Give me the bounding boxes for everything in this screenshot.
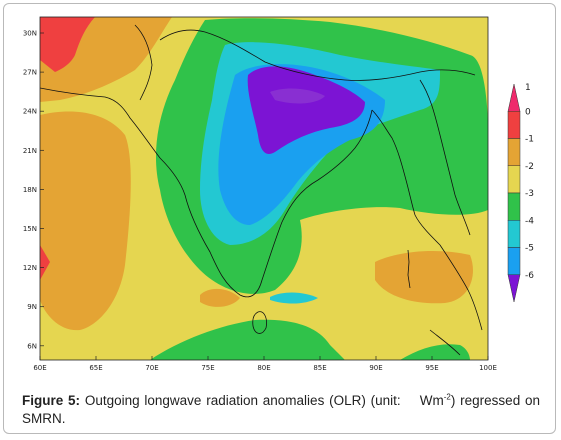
- contour-neg3-south: [150, 319, 345, 360]
- lon-tick-label: 75E: [201, 364, 214, 372]
- contour-neg6: [247, 66, 365, 155]
- colorbar-tick-label: -3: [525, 189, 534, 199]
- colorbar-segment: [507, 247, 521, 275]
- colorbar-tick-label: 1: [525, 83, 531, 93]
- lat-tick-label: 9N: [27, 303, 37, 311]
- contour-zero-west-edge: [40, 245, 50, 280]
- lat-tick-label: 18N: [23, 186, 37, 194]
- northern-border: [159, 29, 476, 81]
- caption-unit: Wm: [419, 393, 444, 408]
- lon-tick-label: 60E: [33, 364, 46, 372]
- lon-tick-label: 65E: [89, 364, 102, 372]
- lon-tick-label: 95E: [425, 364, 438, 372]
- contour-neg1-west: [40, 111, 131, 331]
- lat-tick-label: 30N: [23, 30, 37, 38]
- colorbar-tick-label: -1: [525, 135, 534, 145]
- contour-neg7-core: [270, 88, 325, 104]
- colorbar-top-triangle: [507, 83, 521, 112]
- longitude-axis: 60E 65E 70E 75E 80E 85E 90E 95E 100E: [33, 356, 497, 372]
- map-plot-area: [40, 17, 488, 360]
- sri-lanka: [252, 311, 267, 334]
- lon-tick-label: 80E: [257, 364, 270, 372]
- contour-neg1-small: [200, 288, 240, 307]
- contour-zero-northwest: [40, 17, 95, 72]
- lat-tick-label: 24N: [23, 108, 37, 116]
- caption-text: Outgoing longwave radiation anomalies (O…: [84, 393, 401, 408]
- colorbar-tick-label: -5: [525, 244, 534, 254]
- lat-tick-label: 27N: [23, 69, 37, 77]
- colorbar-bottom-triangle: [507, 274, 521, 303]
- colorbar-tick-label: 0: [525, 107, 531, 117]
- colorbar-segment: [507, 192, 521, 221]
- latitude-axis: 30N 27N 24N 21N 18N 15N 12N 9N 6N: [23, 30, 44, 350]
- colorbar: 1 0 -1 -2 -3 -4 -5 -6: [507, 83, 534, 303]
- lon-tick-label: 85E: [313, 364, 326, 372]
- lat-tick-label: 15N: [23, 225, 37, 233]
- lat-tick-label: 21N: [23, 147, 37, 155]
- lon-tick-label: 90E: [369, 364, 382, 372]
- malay-coast: [429, 329, 461, 356]
- caption-unit-exponent: -2: [443, 392, 451, 402]
- western-border: [134, 24, 153, 101]
- figure-caption: Figure 5: Outgoing longwave radiation an…: [22, 392, 540, 428]
- colorbar-tick-label: -4: [525, 216, 534, 226]
- colorbar-segment: [507, 111, 521, 139]
- bay-of-bengal-east-coast: [371, 109, 483, 331]
- lat-tick-label: 12N: [23, 264, 37, 272]
- colorbar-segment: [507, 138, 521, 166]
- indian-subcontinent-coast: [40, 87, 373, 298]
- colorbar-segment: [507, 165, 521, 194]
- colorbar-tick-label: -2: [525, 162, 534, 172]
- contour-neg4-small: [270, 292, 318, 304]
- contour-neg1-east: [375, 250, 473, 304]
- caption-text-end: ) regressed on SMRN.: [22, 393, 540, 426]
- andaman-islands: [407, 249, 411, 289]
- coastlines: [40, 24, 483, 356]
- eastern-peninsula: [419, 79, 471, 236]
- figure-label: Figure 5:: [22, 393, 81, 408]
- lon-tick-label: 70E: [145, 364, 158, 372]
- lon-tick-label: 100E: [479, 364, 497, 372]
- colorbar-tick-label: -6: [525, 271, 534, 281]
- colorbar-segment: [507, 220, 521, 248]
- lat-tick-label: 6N: [27, 342, 37, 350]
